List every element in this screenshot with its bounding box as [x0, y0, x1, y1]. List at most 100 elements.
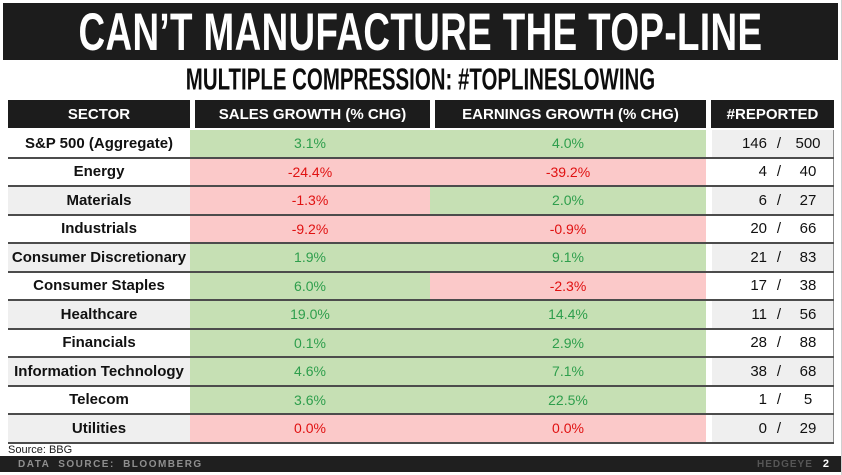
sales-growth-cell: -1.3%	[190, 187, 430, 214]
sector-cell: Healthcare	[8, 301, 190, 328]
earnings-growth-cell: 4.0%	[430, 130, 706, 157]
reported-slash: /	[776, 163, 782, 181]
reported-slash: /	[776, 391, 782, 409]
title-bar: CAN’T MANUFACTURE THE TOP-LINE	[3, 1, 838, 62]
column-header-earnings-growth: EARNINGS GROWTH (% CHG)	[430, 100, 706, 128]
footer-bar: DATA SOURCE: BLOOMBERG HEDGEYE 2	[0, 456, 841, 472]
reported-count: 6	[758, 191, 767, 209]
reported-cell: 4 / 40	[706, 158, 834, 185]
reported-count: 20	[750, 220, 767, 238]
sales-growth-cell: 0.1%	[190, 329, 430, 356]
earnings-growth-cell: 14.4%	[430, 301, 706, 328]
sector-growth-table: SECTOR SALES GROWTH (% CHG) EARNINGS GRO…	[8, 100, 834, 444]
sector-cell: Consumer Staples	[8, 272, 190, 299]
reported-cell: 6 / 27	[706, 187, 834, 214]
earnings-growth-cell: -2.3%	[430, 272, 706, 299]
reported-total: 27	[799, 191, 817, 209]
table-row: Consumer Staples 6.0% -2.3% 17 / 38	[8, 272, 834, 301]
sector-cell: Information Technology	[8, 358, 190, 385]
earnings-growth-cell: -0.9%	[430, 215, 706, 242]
table-header-row: SECTOR SALES GROWTH (% CHG) EARNINGS GRO…	[8, 100, 834, 128]
reported-total: 83	[799, 248, 817, 266]
sector-cell: Consumer Discretionary	[8, 244, 190, 271]
sales-growth-cell: 6.0%	[190, 272, 430, 299]
reported-slash: /	[776, 334, 782, 352]
reported-total: 38	[799, 277, 817, 295]
column-header-reported: #REPORTED	[706, 100, 834, 128]
reported-cell: 1 / 5	[706, 386, 834, 413]
reported-cell: 21 / 83	[706, 244, 834, 271]
table-row: Consumer Discretionary 1.9% 9.1% 21 / 83	[8, 244, 834, 273]
reported-count: 0	[758, 419, 767, 437]
reported-count: 1	[758, 391, 767, 409]
sector-cell: Utilities	[8, 415, 190, 442]
reported-slash: /	[776, 220, 782, 238]
table-row: S&P 500 (Aggregate) 3.1% 4.0% 146 / 500	[8, 130, 834, 159]
sales-growth-cell: 3.1%	[190, 130, 430, 157]
earnings-growth-cell: 0.0%	[430, 415, 706, 442]
sales-growth-cell: 3.6%	[190, 386, 430, 413]
sector-cell: Materials	[8, 187, 190, 214]
footer-page-number: 2	[822, 458, 829, 470]
reported-cell: 38 / 68	[706, 358, 834, 385]
reported-total: 88	[799, 334, 817, 352]
reported-cell: 20 / 66	[706, 215, 834, 242]
reported-count: 4	[758, 163, 767, 181]
reported-total: 40	[799, 163, 817, 181]
sector-cell: Telecom	[8, 386, 190, 413]
earnings-growth-cell: 2.9%	[430, 329, 706, 356]
sales-growth-cell: -24.4%	[190, 158, 430, 185]
table-row: Utilities 0.0% 0.0% 0 / 29	[8, 415, 834, 444]
sector-cell: S&P 500 (Aggregate)	[8, 130, 190, 157]
page-title: CAN’T MANUFACTURE THE TOP-LINE	[78, 1, 763, 62]
reported-cell: 0 / 29	[706, 415, 834, 442]
footer-brand-block: HEDGEYE 2	[757, 458, 833, 470]
reported-cell: 146 / 500	[706, 130, 834, 157]
sales-growth-cell: 1.9%	[190, 244, 430, 271]
reported-total: 66	[799, 220, 817, 238]
reported-count: 21	[750, 248, 767, 266]
reported-total: 500	[795, 134, 821, 152]
reported-total: 68	[799, 362, 817, 380]
reported-slash: /	[776, 248, 782, 266]
earnings-growth-cell: 2.0%	[430, 187, 706, 214]
reported-count: 17	[750, 277, 767, 295]
reported-slash: /	[776, 134, 782, 152]
reported-cell: 28 / 88	[706, 329, 834, 356]
sector-cell: Financials	[8, 329, 190, 356]
sales-growth-cell: 19.0%	[190, 301, 430, 328]
table-row: Materials -1.3% 2.0% 6 / 27	[8, 187, 834, 216]
sales-growth-cell: 4.6%	[190, 358, 430, 385]
reported-slash: /	[776, 362, 782, 380]
reported-cell: 17 / 38	[706, 272, 834, 299]
sales-growth-cell: 0.0%	[190, 415, 430, 442]
footer-data-source: DATA SOURCE: BLOOMBERG	[18, 458, 203, 470]
reported-slash: /	[776, 277, 782, 295]
earnings-growth-cell: 22.5%	[430, 386, 706, 413]
reported-total: 56	[799, 305, 817, 323]
reported-total: 5	[803, 391, 813, 409]
sales-growth-cell: -9.2%	[190, 215, 430, 242]
reported-slash: /	[776, 419, 782, 437]
reported-total: 29	[799, 419, 817, 437]
table-row: Healthcare 19.0% 14.4% 11 / 56	[8, 301, 834, 330]
column-header-sector: SECTOR	[8, 100, 190, 128]
subtitle-bar: MULTIPLE COMPRESSION: #TOPLINESLOWING	[0, 60, 841, 100]
table-body: S&P 500 (Aggregate) 3.1% 4.0% 146 / 500 …	[8, 130, 834, 444]
reported-count: 11	[751, 305, 767, 323]
table-row: Energy -24.4% -39.2% 4 / 40	[8, 158, 834, 187]
reported-slash: /	[776, 191, 782, 209]
earnings-growth-cell: 7.1%	[430, 358, 706, 385]
table-row: Telecom 3.6% 22.5% 1 / 5	[8, 386, 834, 415]
reported-count: 146	[741, 134, 767, 152]
table-row: Industrials -9.2% -0.9% 20 / 66	[8, 215, 834, 244]
reported-count: 38	[750, 362, 767, 380]
column-header-sales-growth: SALES GROWTH (% CHG)	[190, 100, 430, 128]
sector-cell: Industrials	[8, 215, 190, 242]
reported-cell: 11 / 56	[706, 301, 834, 328]
sector-cell: Energy	[8, 158, 190, 185]
earnings-growth-cell: -39.2%	[430, 158, 706, 185]
subtitle: MULTIPLE COMPRESSION: #TOPLINESLOWING	[185, 62, 656, 97]
reported-count: 28	[750, 334, 767, 352]
